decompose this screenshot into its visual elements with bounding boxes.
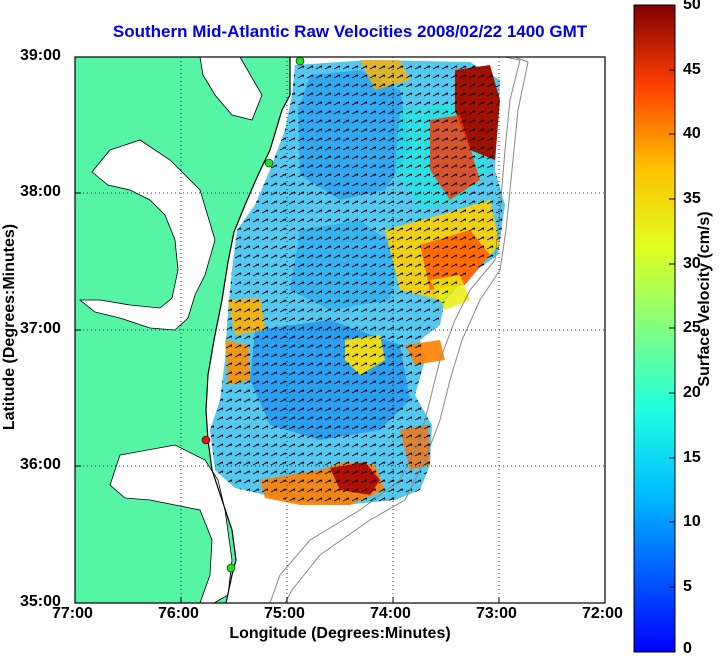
colorbar-tick-label: 35 [683,190,701,207]
y-axis-label: Latitude (Degrees:Minutes) [1,223,18,431]
colorbar-tick-label: 0 [683,640,692,657]
colorbar-label: Surface Velocity (cm/s) [696,211,713,387]
chart-title: Southern Mid-Atlantic Raw Velocities 200… [112,22,588,41]
colorbar [633,4,676,653]
x-tick-label: 75:00 [264,605,305,622]
x-tick-label: 77:00 [52,605,93,622]
x-tick-label: 72:00 [582,605,623,622]
bathymetry-contours [269,57,529,603]
colorbar-tick-label: 30 [683,255,701,272]
map-grid [75,57,605,603]
colorbar-tick-label: 50 [683,0,701,13]
y-tick-label: 37:00 [20,320,61,337]
colorbar-tick-label: 15 [683,449,701,466]
colorbar-tick-label: 10 [683,513,701,530]
y-tick-label: 36:00 [20,456,61,473]
colorbar-tick-label: 20 [683,384,701,401]
colorbar-tick-label: 5 [683,578,692,595]
x-tick-label: 74:00 [370,605,411,622]
delaware-bay [199,57,263,121]
station-marker [201,435,211,445]
chesapeake-bay [78,139,216,331]
y-tick-label: 39:00 [20,47,61,64]
station-marker [226,563,236,573]
colorbar-tick-label: 45 [683,61,701,78]
coastline [205,57,291,603]
x-tick-label: 76:00 [158,605,199,622]
colorbar-tick-label: 25 [683,319,701,336]
x-axis-label: Longitude (Degrees:Minutes) [229,625,451,642]
colorbar-tick-label: 40 [683,125,701,142]
station-marker [295,57,305,66]
y-tick-label: 35:00 [20,593,61,610]
y-tick-label: 38:00 [20,183,61,200]
x-tick-label: 73:00 [476,605,517,622]
station-marker [264,158,274,168]
velocity-vectors [210,60,505,505]
